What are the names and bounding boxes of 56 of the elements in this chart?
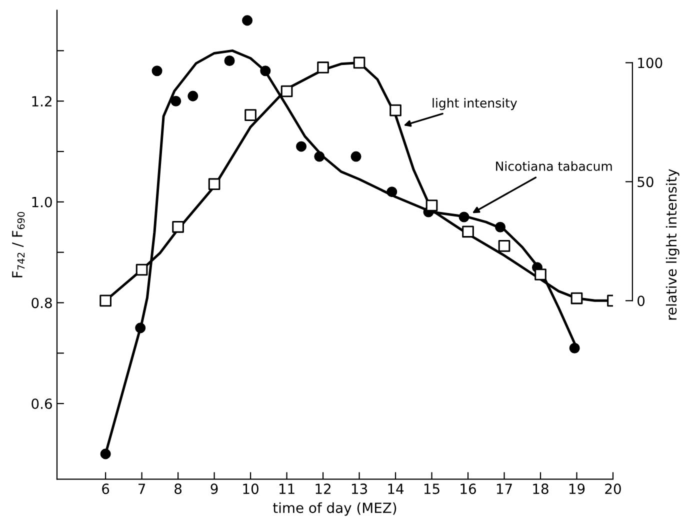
point xyxy=(458,212,470,222)
point xyxy=(100,448,111,460)
point xyxy=(317,62,329,74)
x-tick-label: 10 xyxy=(243,484,258,494)
y2-axis-title: relative light intensity xyxy=(666,169,680,320)
y2-tick-label: 100 xyxy=(638,58,662,68)
y-tick-label: 1.2 xyxy=(32,96,52,106)
x-tick-label: 11 xyxy=(279,484,294,494)
x-tick-label: 7 xyxy=(138,484,146,494)
point xyxy=(172,220,184,233)
x-tick-label: 18 xyxy=(533,484,548,494)
point xyxy=(260,66,271,76)
point xyxy=(224,56,235,66)
point xyxy=(188,90,198,102)
y-axis-title: F$_{742}$ / F$_{690}$ xyxy=(12,212,25,278)
x-tick-label: 12 xyxy=(316,484,330,494)
point xyxy=(280,85,293,98)
x-tick-label: 20 xyxy=(605,484,621,494)
x-tick-label: 17 xyxy=(496,484,512,494)
point xyxy=(350,151,362,162)
point xyxy=(170,96,182,106)
x-tick-label: 6 xyxy=(102,484,110,494)
point xyxy=(495,222,506,232)
point xyxy=(498,240,510,252)
annotation: Nicotiana tabacum xyxy=(496,161,612,171)
point xyxy=(569,342,580,354)
point xyxy=(296,141,307,152)
point xyxy=(244,109,256,121)
point xyxy=(136,264,148,276)
y-tick-label: 1.0 xyxy=(32,196,52,208)
x-tick-label: 13 xyxy=(352,484,367,494)
x-tick-label: 19 xyxy=(569,484,585,494)
point xyxy=(390,104,402,116)
y2-tick-label: 0 xyxy=(638,296,645,306)
x-tick-label: 9 xyxy=(210,484,218,494)
point xyxy=(314,151,325,162)
point xyxy=(242,15,253,26)
point xyxy=(570,292,583,304)
x-tick-label: 16 xyxy=(460,484,476,494)
point xyxy=(426,200,438,212)
point xyxy=(152,66,162,76)
point xyxy=(386,186,398,198)
annotation: light intensity xyxy=(432,98,518,110)
point xyxy=(135,322,146,334)
point xyxy=(100,294,112,307)
point xyxy=(353,56,366,69)
point xyxy=(534,268,546,280)
x-tick-label: 8 xyxy=(174,484,182,494)
point xyxy=(208,178,220,190)
y-tick-label: 0.8 xyxy=(32,298,52,308)
x-tick-label: 15 xyxy=(424,484,440,494)
point xyxy=(462,226,474,238)
y-tick-label: 0.6 xyxy=(32,398,52,410)
x-tick-label: 14 xyxy=(388,484,404,494)
x-axis-title: time of day (MEZ) xyxy=(273,502,396,516)
y2-tick-label: 50 xyxy=(638,176,654,188)
